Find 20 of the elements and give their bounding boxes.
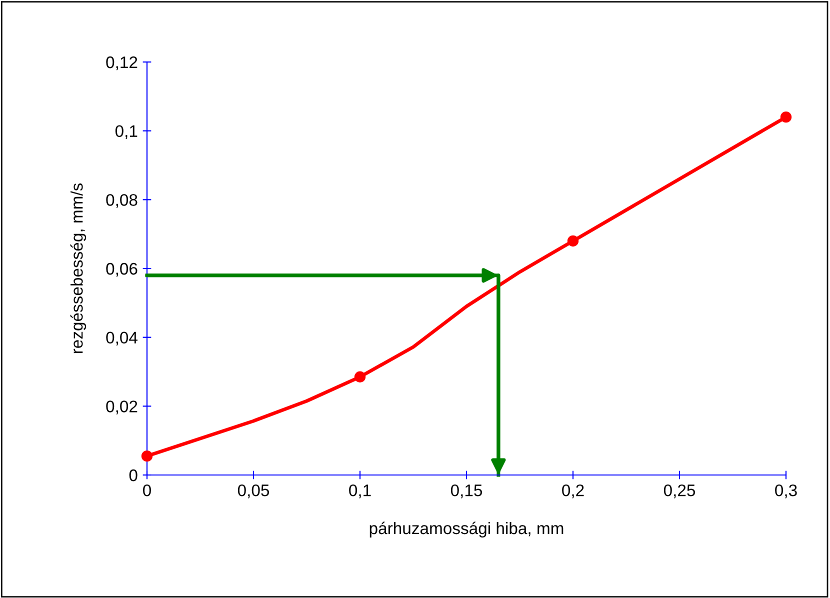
point bbox=[780, 111, 792, 123]
x-tick-label: 0,25 bbox=[664, 484, 696, 498]
y-tick-label: 0,12 bbox=[106, 56, 138, 70]
point bbox=[141, 450, 153, 462]
y-tick-label: 0,08 bbox=[106, 194, 138, 208]
x-tick-label: 0,3 bbox=[775, 484, 797, 498]
point bbox=[354, 371, 366, 383]
x-tick-label: 0,2 bbox=[562, 484, 584, 498]
y-tick-label: 0,02 bbox=[106, 400, 138, 414]
y-tick-label: 0,04 bbox=[106, 332, 138, 346]
y-tick-label: 0 bbox=[129, 469, 138, 482]
point bbox=[567, 235, 579, 247]
y-axis-title: rezgéssebesség, mm/s bbox=[70, 183, 86, 354]
y-tick-label: 0,06 bbox=[106, 262, 138, 277]
x-tick-label: 0,1 bbox=[349, 484, 371, 498]
y-tick-label: 0,1 bbox=[115, 125, 138, 140]
x-tick-label: 0,15 bbox=[450, 484, 482, 498]
x-tick-label: 0 bbox=[143, 484, 151, 496]
x-axis-title: párhuzamossági hiba, mm bbox=[370, 522, 564, 538]
x-tick-label: 0,05 bbox=[238, 484, 270, 498]
